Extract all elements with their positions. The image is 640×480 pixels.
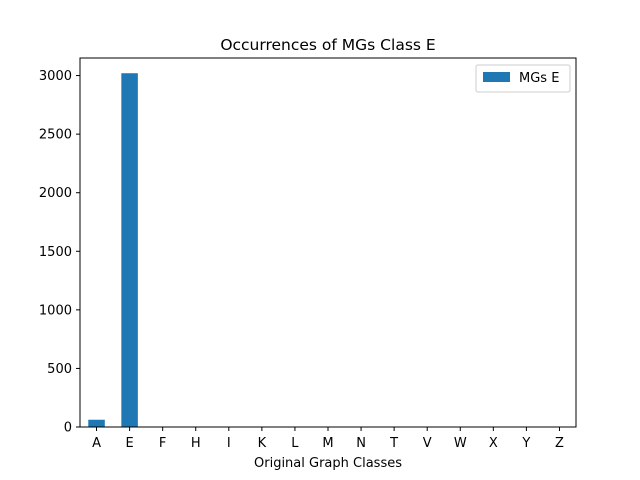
x-tick-label-I: I [227, 436, 231, 451]
y-tick-label: 2500 [39, 128, 72, 143]
x-tick-label-K: K [258, 436, 267, 451]
y-tick-label: 500 [47, 362, 72, 377]
legend-box [475, 64, 571, 93]
legend-label: MGs E [519, 71, 559, 86]
x-tick-label-L: L [291, 436, 299, 451]
bars-layer [88, 73, 138, 427]
chart-title: Occurrences of MGs Class E [220, 36, 435, 54]
y-tick-label: 0 [64, 421, 72, 436]
x-tick-label-V: V [423, 436, 432, 451]
x-tick-label-F: F [159, 436, 166, 451]
x-tick-label-N: N [356, 436, 366, 451]
x-tick-label-M: M [322, 436, 333, 451]
plot-frame [79, 57, 577, 428]
y-tick-label: 1500 [39, 245, 72, 260]
y-tick-label: 3000 [39, 69, 72, 84]
x-tick-label-Y: Y [521, 436, 530, 451]
x-tick-label-H: H [191, 436, 201, 451]
x-tick-label-W: W [454, 436, 467, 451]
x-tick-label-A: A [92, 436, 101, 451]
y-tick-label: 2000 [39, 186, 72, 201]
legend-swatch [483, 72, 510, 82]
y-tick-label: 1000 [39, 303, 72, 318]
x-tick-label-X: X [489, 436, 498, 451]
x-tick-label-Z: Z [555, 436, 564, 451]
bar-E [121, 73, 138, 427]
x-tick-label-T: T [389, 436, 398, 451]
bar-A [88, 419, 105, 427]
legend: MGs E [475, 64, 571, 93]
y-axis: 0 500 1000 1500 2000 2500 3000 [39, 69, 80, 436]
x-tick-label-E: E [125, 436, 133, 451]
x-axis-title: Original Graph Classes [254, 456, 402, 471]
